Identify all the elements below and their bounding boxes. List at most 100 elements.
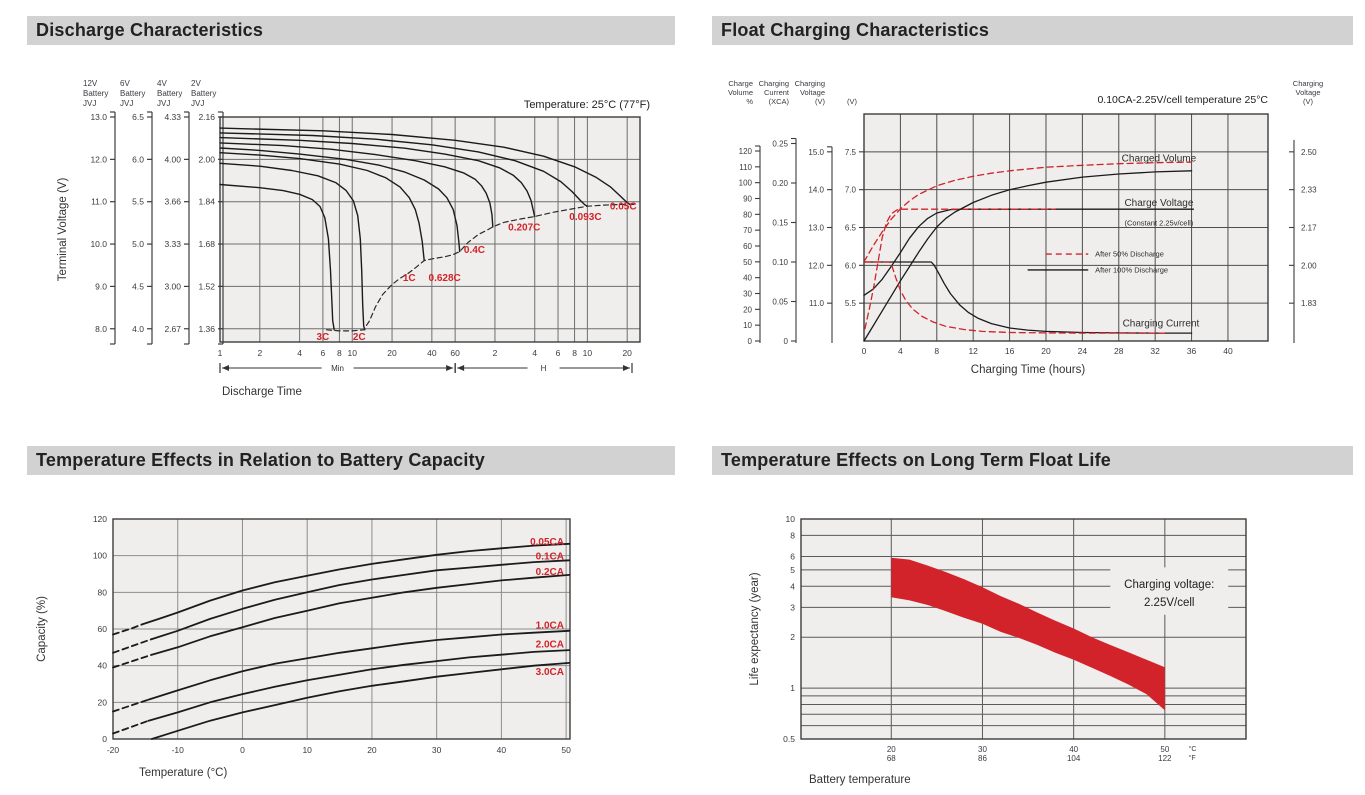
- x-tick-label: 40: [1223, 346, 1233, 356]
- x-tick-label: 0: [862, 346, 867, 356]
- curve-label-0.05CA: 0.05CA: [530, 537, 564, 548]
- x-tick-label: 60: [450, 348, 460, 358]
- curve-label-3C: 3C: [317, 332, 330, 343]
- x-tick-label: 20: [367, 745, 377, 755]
- scale-tick-label: 13.0: [90, 112, 107, 122]
- x-tick-label: 32: [1150, 346, 1160, 356]
- x-tick-label: 16: [1005, 346, 1015, 356]
- float-svg: ChargeVolume%120110100908070605040302010…: [728, 79, 1323, 376]
- scale-tick-label: 7.0: [845, 186, 857, 195]
- curve-label-0.2CA: 0.2CA: [536, 567, 564, 578]
- x-tick-label: -20: [107, 745, 120, 755]
- scale-tick-label: 0.05: [772, 298, 788, 307]
- scale-tick-label: 10: [743, 321, 752, 330]
- scale-tick-label: 2.16: [198, 112, 215, 122]
- y-tick-label: 4: [790, 581, 795, 591]
- y-tick-label: 40: [98, 661, 108, 671]
- scale-tick-label: 6.0: [845, 261, 857, 270]
- x-tick-label: 40: [497, 745, 507, 755]
- x-tick-label: 8: [934, 346, 939, 356]
- scale-tick-label: 5.5: [845, 299, 857, 308]
- x-tick-label: 20: [1041, 346, 1051, 356]
- scale-unit: (V): [847, 97, 858, 106]
- x-tick-label: 36: [1187, 346, 1197, 356]
- y-tick-label: 120: [93, 514, 107, 524]
- float-curve-charged-volume-100: [863, 170, 1193, 342]
- scale-tick-label: 4.00: [164, 154, 181, 164]
- scale-tick-label: 2.67: [164, 324, 181, 334]
- scale-tick-label: 5.5: [132, 197, 144, 207]
- capacity-svg: 0.05CA 0.1CA 0.2CA 1.0CA 2.0CA 3.0CA -20 -10 0 10…: [36, 514, 571, 779]
- y-axis-title: Capacity (%): [36, 596, 48, 662]
- scale-tick-label: 12.0: [90, 154, 107, 164]
- discharge-curve-0.207C: [219, 136, 536, 218]
- scale-tick-label: 40: [743, 274, 752, 283]
- y-tick-label: 100: [93, 551, 107, 561]
- discharge-curve-0.628C: [219, 147, 461, 253]
- scale-header: 12V: [83, 79, 98, 88]
- scale-header: JVJ: [157, 99, 170, 108]
- scale-tick-label: 80: [743, 210, 752, 219]
- x-tick-label: 10: [302, 745, 312, 755]
- x-axis-title: Temperature (°C): [139, 767, 227, 779]
- annotation-line1: Charging voltage:: [1124, 579, 1214, 591]
- curve-label-1C: 1C: [403, 273, 416, 284]
- scale-tick-label: 20: [743, 305, 752, 314]
- x-tick-label: 2: [257, 348, 262, 358]
- curve-label-0.4C: 0.4C: [464, 245, 485, 256]
- capacity-curve-0.1CA: [150, 559, 571, 640]
- scale-tick-label: 7.5: [845, 148, 857, 157]
- x-tick-label-f: 86: [978, 754, 987, 763]
- capacity-curve-2.0CA: [147, 649, 571, 722]
- scale-unit: %: [746, 97, 753, 106]
- scale-tick-label: 120: [739, 147, 753, 156]
- scale-unit: (XCA): [769, 97, 790, 106]
- scale-header: Battery: [191, 89, 216, 98]
- scale-tick-label: 1.52: [198, 281, 215, 291]
- scale-header: Charging: [1293, 79, 1323, 88]
- capacity-curve-3.0CA: [150, 662, 571, 740]
- curve-label-1.0CA: 1.0CA: [536, 620, 564, 631]
- discharge-svg: 12VBatteryJVJ13.012.011.010.09.08.06VBat…: [57, 79, 650, 398]
- scale-tick-label: 6.0: [132, 154, 144, 164]
- scale-header: 6V: [120, 79, 130, 88]
- y-tick-label: 10: [786, 514, 796, 524]
- legend-label: After 50% Discharge: [1095, 250, 1164, 259]
- chart-note: Temperature: 25°C (77°F): [524, 99, 650, 111]
- chart-note: 0.10CA-2.25V/cell temperature 25°C: [1097, 94, 1268, 106]
- x-tick-label-f: 68: [887, 754, 896, 763]
- curve-label-0.1CA: 0.1CA: [536, 552, 564, 563]
- capacity-curve-0.05CA-dashed: [112, 623, 143, 636]
- y-tick-label: 8: [790, 530, 795, 540]
- scale-tick-label: 6.5: [845, 224, 857, 233]
- float-life-chart: Charging voltage: 2.25V/cell 10 8 6 5 4 3 2 1 0.5 2…: [712, 505, 1365, 795]
- scale-header: Charge: [728, 79, 753, 88]
- curve-label-2.0CA: 2.0CA: [536, 640, 564, 651]
- scale-tick-label: 2.17: [1301, 224, 1317, 233]
- plot-label: Charge Voltage: [1124, 198, 1193, 209]
- scale-tick-label: 100: [739, 179, 753, 188]
- scale-tick-label: 0.10: [772, 258, 788, 267]
- y-axis-title: Terminal Voltage (V): [57, 178, 69, 282]
- x-tick-label: 4: [898, 346, 903, 356]
- x-tick-label: 10: [348, 348, 358, 358]
- x-axis-title: Battery temperature: [809, 774, 911, 786]
- curve-label-2C: 2C: [353, 332, 366, 343]
- x-tick-label: 8: [572, 348, 577, 358]
- scale-tick-label: 1.83: [1301, 299, 1317, 308]
- life-svg: Charging voltage:2.25V/cell1086543210.52…: [749, 514, 1247, 786]
- x-tick-label-c: 20: [887, 745, 896, 754]
- arrowhead-icon: [457, 365, 465, 371]
- scale-tick-label: 2.50: [1301, 148, 1317, 157]
- x-tick-label-f: 122: [1158, 754, 1172, 763]
- scale-tick-label: 4.5: [132, 281, 144, 291]
- plot-background: [220, 117, 640, 342]
- scale-tick-label: 2.33: [1301, 186, 1317, 195]
- y-tick-label: 2: [790, 632, 795, 642]
- scale-tick-label: 10.0: [90, 239, 107, 249]
- plot-border: [219, 116, 641, 343]
- x-tick-label: 40: [427, 348, 437, 358]
- discharge-curve-1C: [219, 152, 425, 262]
- scale-header: 4V: [157, 79, 167, 88]
- scale-tick-label: 15.0: [808, 148, 824, 157]
